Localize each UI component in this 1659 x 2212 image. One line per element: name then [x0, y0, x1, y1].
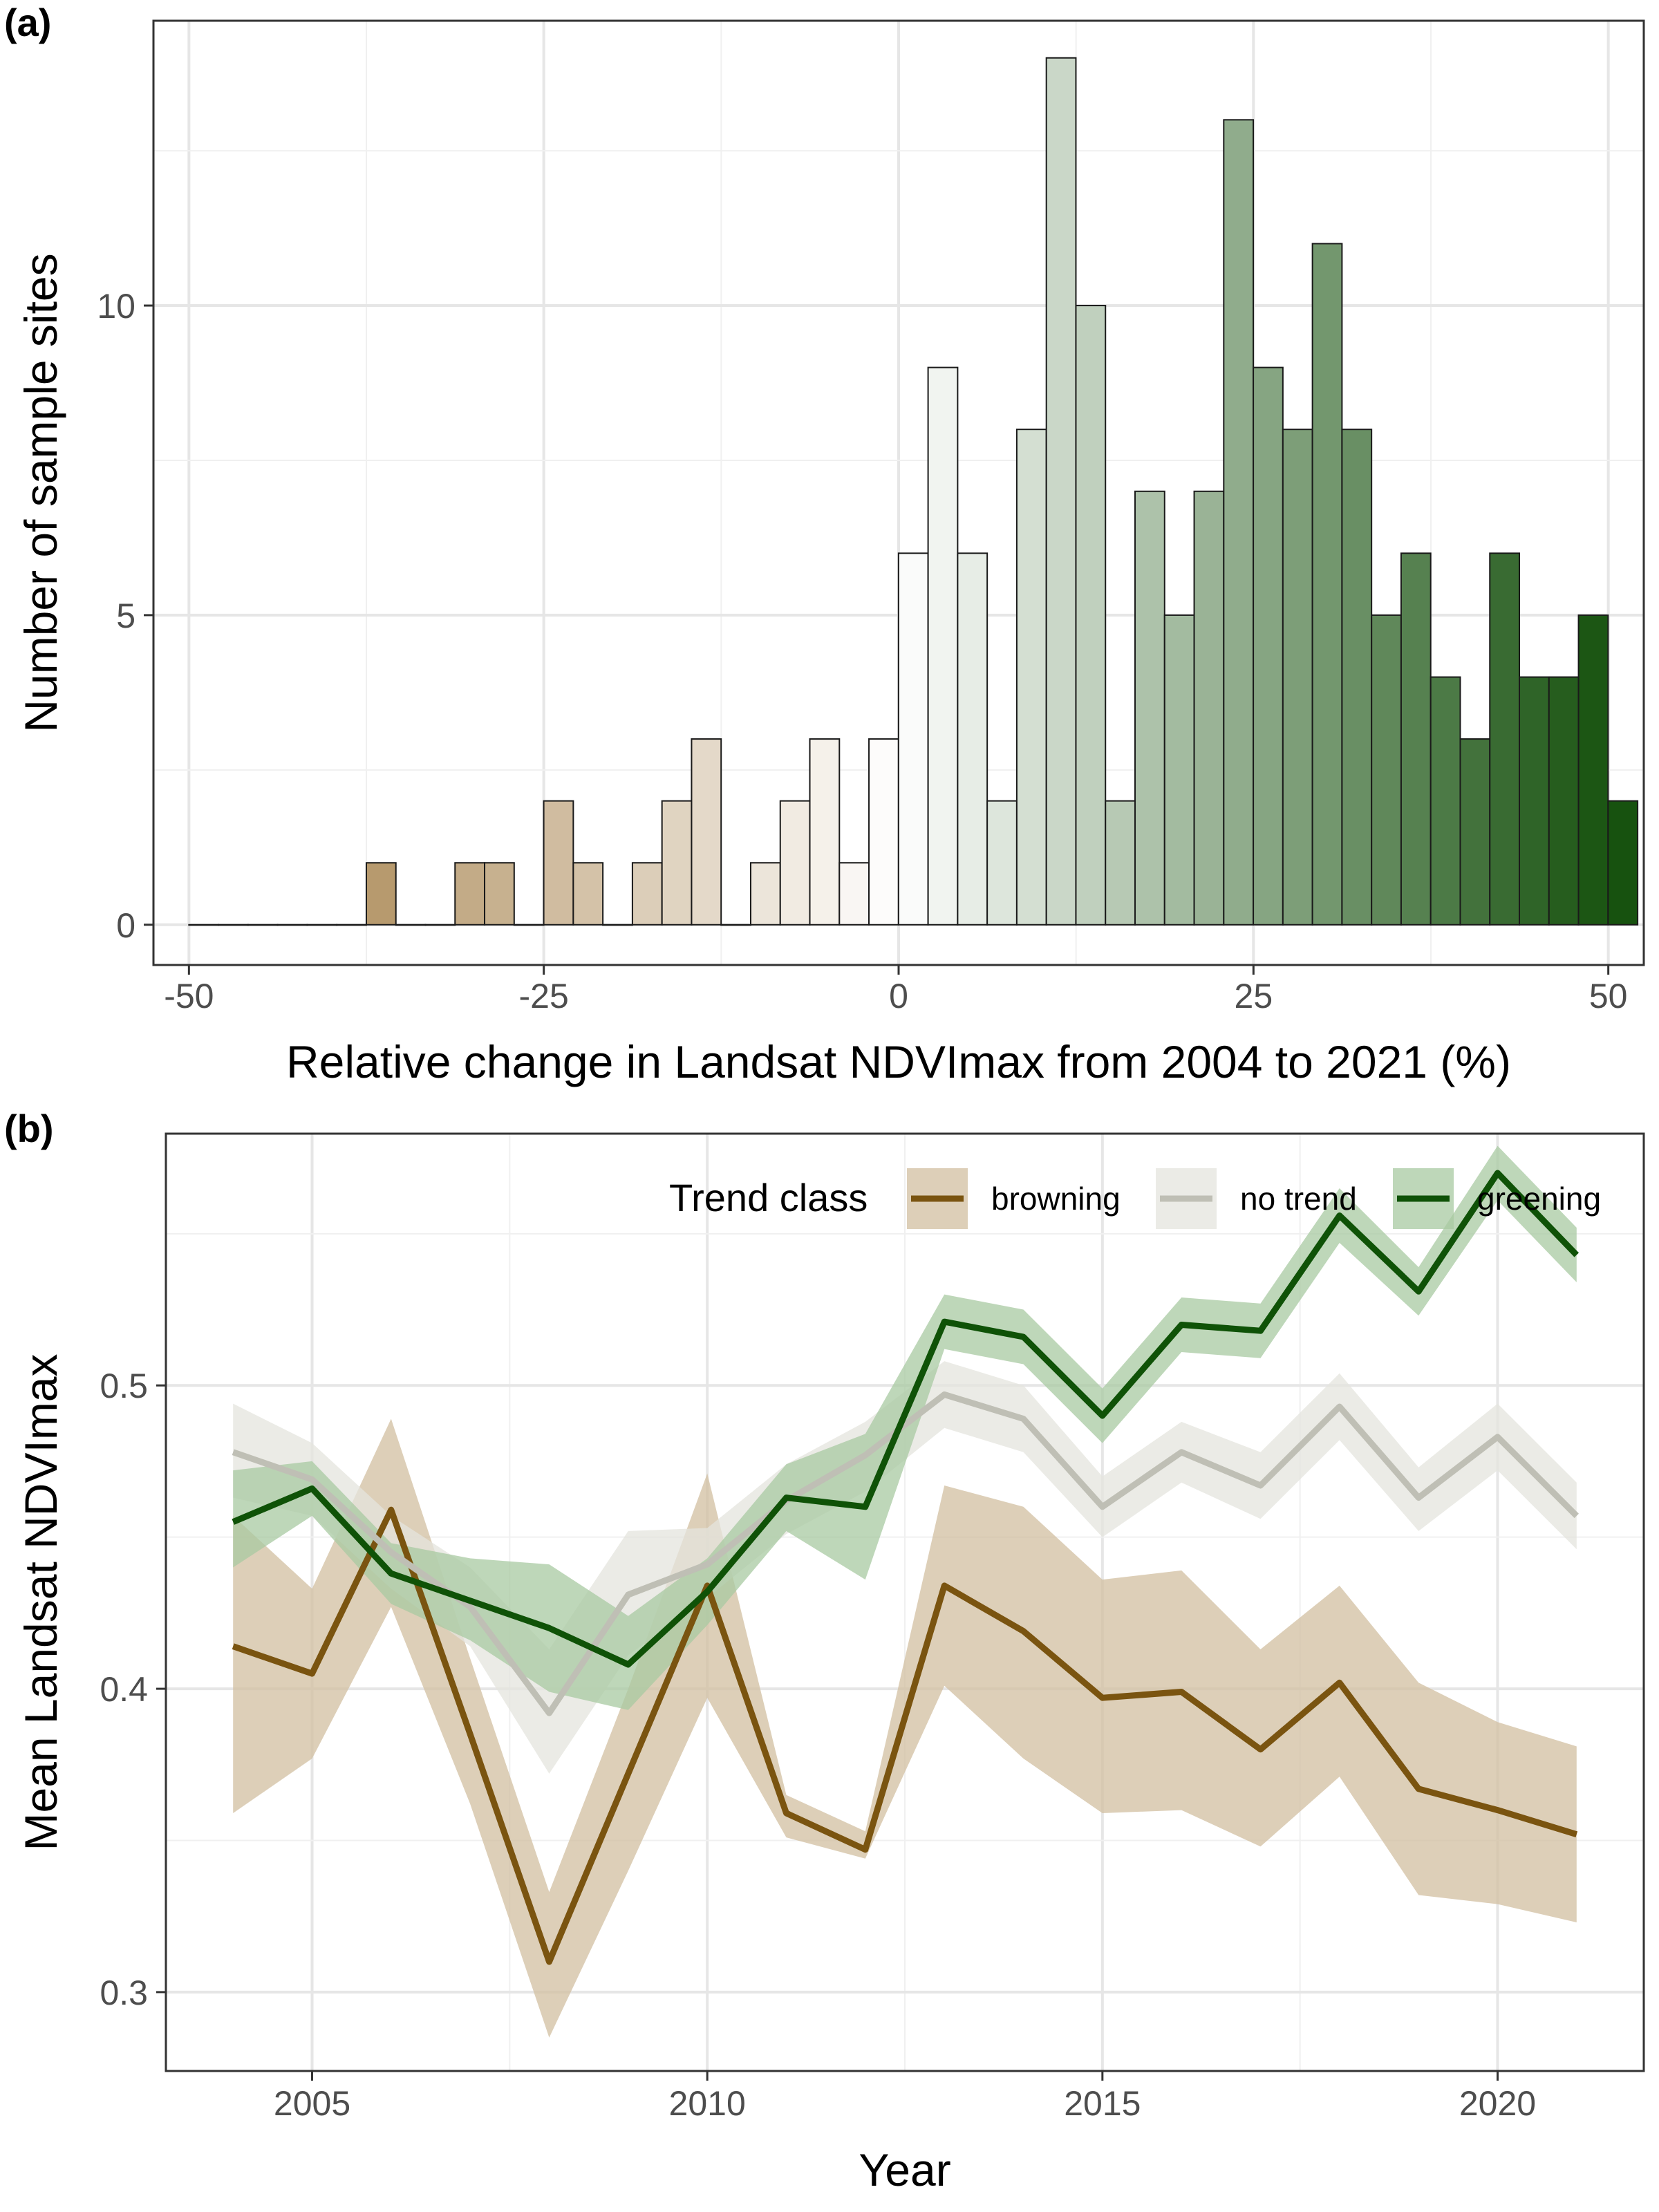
y-tick-label: 0.5: [100, 1367, 148, 1405]
x-tick-label: 25: [1235, 977, 1273, 1015]
histogram-bar: [602, 924, 633, 926]
histogram-bar: [365, 862, 397, 926]
histogram-bar: [1430, 676, 1461, 926]
y-tick-label: 0: [116, 906, 135, 945]
histogram-bar: [424, 924, 456, 926]
histogram-bar: [513, 924, 545, 926]
histogram-bar: [897, 552, 929, 926]
histogram-bar: [1459, 738, 1491, 926]
histogram-bar: [749, 862, 781, 926]
legend-label: no trend: [1240, 1181, 1357, 1217]
histogram-bar: [1519, 676, 1550, 926]
x-tick-label: 0: [889, 977, 908, 1015]
legend: Trend class browning no trend greening: [669, 1168, 1601, 1229]
timeseries-plot-border: [165, 1132, 1645, 2072]
panel-label-a: (a): [4, 1, 51, 44]
histogram-bar: [247, 924, 279, 926]
histogram-bar: [1371, 614, 1402, 926]
x-tick-label: 2010: [669, 2084, 746, 2123]
histogram-bar: [276, 924, 308, 926]
histogram-bar: [1223, 119, 1255, 926]
histogram-x-ticks: -50 -25 0 25 50: [164, 965, 1627, 1015]
histogram-bar: [543, 800, 574, 926]
histogram-bar: [779, 800, 811, 926]
histogram-y-ticks: 0 5 10: [97, 287, 153, 945]
histogram-bar: [1548, 676, 1580, 926]
histogram-bar: [1489, 552, 1521, 926]
histogram-bar: [838, 862, 870, 926]
histogram-bar: [720, 924, 751, 926]
x-tick-label: 2015: [1064, 2084, 1141, 2123]
histogram-bar: [957, 552, 988, 926]
histogram-bar: [1105, 800, 1136, 926]
legend-label: greening: [1477, 1181, 1601, 1217]
histogram-bar: [188, 924, 220, 926]
histogram-bar: [454, 862, 486, 926]
histogram-bar: [1075, 305, 1107, 926]
y-tick-label: 0.3: [100, 1974, 148, 2012]
histogram-bar: [336, 924, 367, 926]
histogram-bar: [809, 738, 841, 926]
histogram-bars: [188, 57, 1639, 926]
histogram-bar: [631, 862, 663, 926]
histogram-bar: [1311, 243, 1343, 926]
histogram-bar: [1341, 429, 1373, 926]
histogram-panel: (a) -50 -25 0 25 50 0 5 10 Relative change in …: [4, 1, 1645, 1087]
timeseries-x-axis-title: Year: [859, 2144, 950, 2195]
histogram-bar: [572, 862, 604, 926]
x-tick-label: 2005: [274, 2084, 350, 2123]
legend-title: Trend class: [669, 1176, 868, 1219]
y-tick-label: 10: [97, 287, 135, 326]
histogram-bar: [1400, 552, 1432, 926]
histogram-bar: [1015, 429, 1047, 926]
y-tick-label: 0.4: [100, 1670, 148, 1709]
series-line-greening: [232, 1170, 1580, 1668]
timeseries-panel: (b) Trend class browning no trend greening…: [4, 1107, 1645, 2195]
histogram-bar: [691, 738, 722, 926]
histogram-bar: [1253, 366, 1284, 926]
histogram-bar: [1134, 490, 1165, 926]
histogram-bar: [395, 924, 427, 926]
y-tick-label: 5: [116, 597, 135, 635]
histogram-bar: [661, 800, 693, 926]
histogram-bar: [306, 924, 338, 926]
histogram-bar: [1193, 490, 1225, 926]
legend-label: browning: [991, 1181, 1121, 1217]
panel-label-b: (b): [4, 1107, 54, 1150]
timeseries-y-ticks: 0.3 0.4 0.5: [100, 1367, 166, 2012]
x-tick-label: 2020: [1459, 2084, 1536, 2123]
histogram-x-axis-title: Relative change in Landsat NDVImax from …: [286, 1036, 1511, 1087]
histogram-bar: [1045, 57, 1077, 926]
histogram-bar: [1607, 800, 1639, 926]
histogram-bar: [484, 862, 515, 926]
timeseries-x-ticks: 2005 2010 2015 2020: [274, 2071, 1536, 2123]
timeseries-y-axis-title: Mean Landsat NDVImax: [15, 1353, 66, 1850]
x-tick-label: -50: [164, 977, 214, 1015]
histogram-bar: [1163, 614, 1195, 926]
timeseries-lines: [232, 1170, 1580, 1965]
x-tick-label: -25: [519, 977, 569, 1015]
histogram-bar: [927, 366, 959, 926]
histogram-bar: [218, 924, 249, 926]
series-line-browning: [232, 1506, 1578, 1965]
x-tick-label: 50: [1589, 977, 1628, 1015]
histogram-bar: [1282, 429, 1313, 926]
histogram-bar: [868, 738, 899, 926]
histogram-bar: [1577, 614, 1609, 926]
histogram-bar: [986, 800, 1018, 926]
histogram-y-axis-title: Number of sample sites: [15, 253, 66, 732]
